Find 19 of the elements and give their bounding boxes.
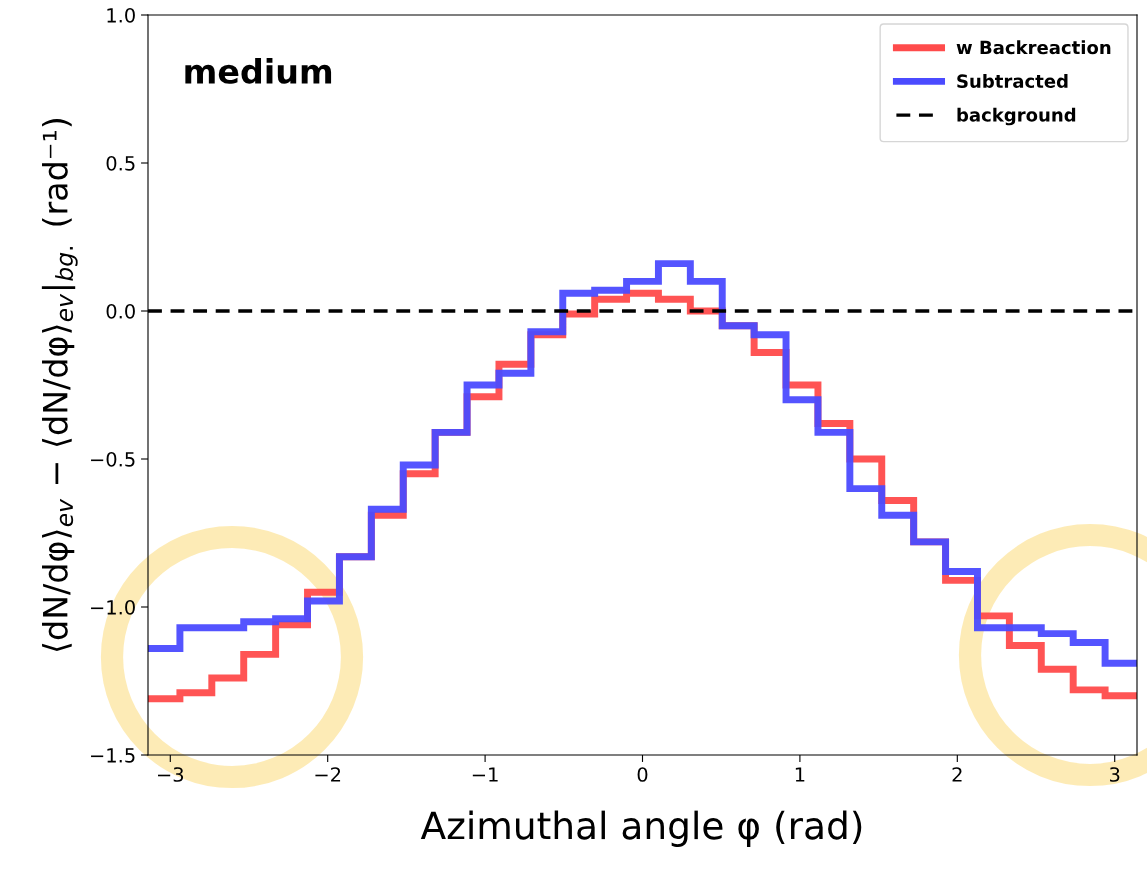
y-tick-label: 0.0 — [106, 303, 135, 319]
y-tick-label: 1.0 — [107, 7, 135, 23]
legend-label: Subtracted — [957, 74, 1068, 88]
x-tick-label: −2 — [315, 767, 341, 782]
legend-label: background — [957, 107, 1076, 126]
annotation: medium — [185, 58, 332, 84]
y-axis-title: ⟨dN/dφ⟩$_{ev}$ − ⟨dN/dφ⟩$_{ev}$|$_{bg.}$ (rad⁻¹) — [41, 119, 78, 652]
x-tick-label: 0 — [637, 767, 648, 782]
x-tick-label: 1 — [795, 767, 805, 782]
x-tick-label: −1 — [472, 767, 498, 782]
y-tick-label: −0.5 — [91, 451, 135, 467]
x-tick-label: 2 — [952, 767, 962, 782]
x-tick-label: 3 — [1110, 767, 1120, 782]
x-axis-title: Azimuthal angle φ (rad) — [420, 810, 862, 847]
x-tick-label: −3 — [158, 767, 184, 782]
legend-label: w Backreaction — [956, 40, 1111, 55]
y-tick-label: 0.5 — [106, 155, 135, 171]
y-tick-label: −1.0 — [91, 599, 135, 615]
y-tick-label: −1.5 — [91, 748, 135, 763]
